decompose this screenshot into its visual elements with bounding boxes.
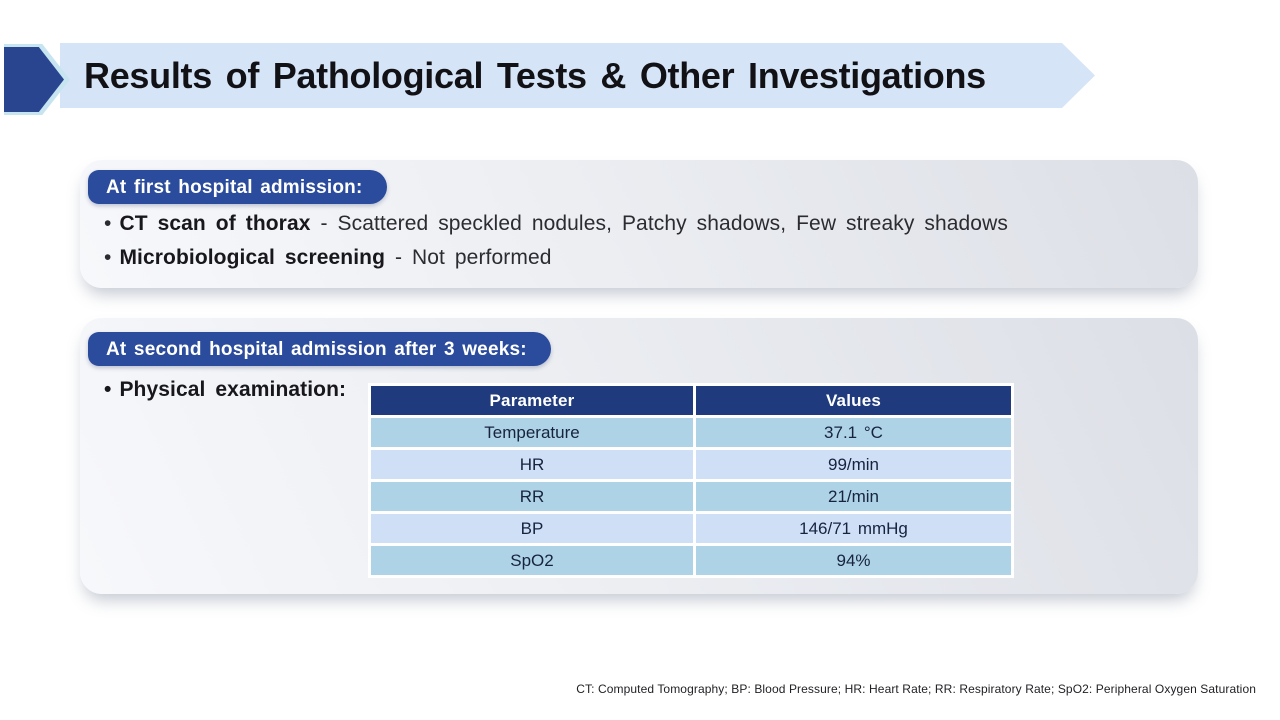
table-cell-value: 21/min: [693, 479, 1014, 514]
table-cell-value: 94%: [693, 543, 1014, 578]
bullet-icon: •: [104, 378, 112, 401]
abbreviations-footnote: CT: Computed Tomography; BP: Blood Press…: [576, 682, 1256, 696]
bullet-term: CT scan of thorax: [119, 212, 311, 235]
table-row: RR 21/min: [368, 479, 1014, 514]
table-row: Temperature 37.1 °C: [368, 415, 1014, 450]
table-cell-param: BP: [368, 511, 696, 546]
table-cell-param: Temperature: [368, 415, 696, 450]
vitals-table: Parameter Values Temperature 37.1 °C HR …: [368, 383, 1014, 578]
table-row: HR 99/min: [368, 447, 1014, 482]
table-cell-value: 37.1 °C: [693, 415, 1014, 450]
table-header-row: Parameter Values: [368, 383, 1014, 418]
table-row: BP 146/71 mmHg: [368, 511, 1014, 546]
table-cell-param: SpO2: [368, 543, 696, 578]
table-cell-value: 146/71 mmHg: [693, 511, 1014, 546]
table-row: SpO2 94%: [368, 543, 1014, 578]
bullet-label: Physical examination:: [119, 378, 347, 401]
bullet-ct-scan: • CT scan of thorax - Scattered speckled …: [104, 212, 1008, 236]
bullet-icon: •: [104, 246, 112, 269]
column-header-parameter: Parameter: [368, 383, 696, 418]
table-cell-value: 99/min: [693, 447, 1014, 482]
first-admission-card: At first hospital admission: • CT scan of…: [80, 160, 1198, 288]
bullet-microbiological: • Microbiological screening - Not perform…: [104, 246, 552, 270]
column-header-values: Values: [693, 383, 1014, 418]
bullet-icon: •: [104, 212, 112, 235]
banner-chevron-dark-icon: [4, 47, 64, 112]
bullet-physical-examination: • Physical examination:: [104, 378, 346, 402]
first-admission-heading: At first hospital admission:: [88, 170, 387, 204]
second-admission-card: At second hospital admission after 3 wee…: [80, 318, 1198, 594]
banner-arrow-bar: [60, 43, 1095, 108]
bullet-text: - Not performed: [394, 246, 552, 269]
bullet-term: Microbiological screening: [119, 246, 386, 269]
bullet-text: - Scattered speckled nodules, Patchy sha…: [320, 212, 1008, 235]
second-admission-heading: At second hospital admission after 3 wee…: [88, 332, 551, 366]
page-title: Results of Pathological Tests & Other In…: [84, 55, 986, 96]
table-cell-param: HR: [368, 447, 696, 482]
table-cell-param: RR: [368, 479, 696, 514]
